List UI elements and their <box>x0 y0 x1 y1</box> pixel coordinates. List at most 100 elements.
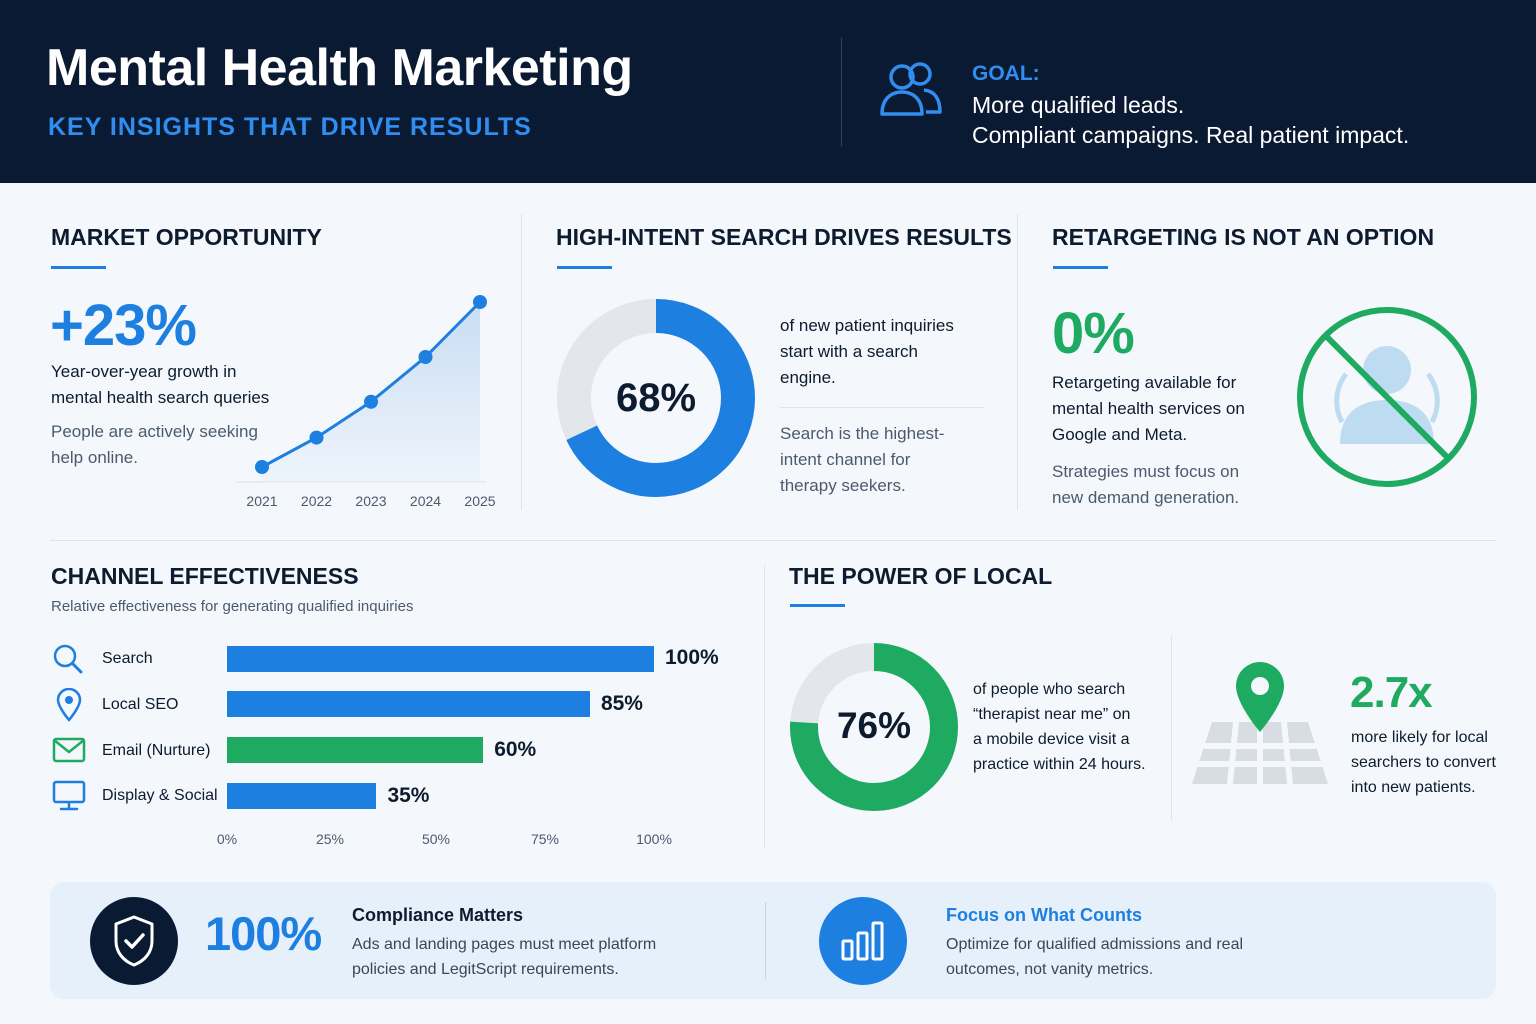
growth-point-2022 <box>309 430 324 445</box>
channel-title: CHANNEL EFFECTIVENESS <box>51 563 359 589</box>
header-divider <box>841 38 842 146</box>
growth-point-2025 <box>473 295 487 309</box>
growth-line-chart <box>236 295 487 483</box>
search-donut-value <box>557 299 755 497</box>
search-icon <box>53 644 83 674</box>
growth-tick-2023: 2023 <box>355 493 387 509</box>
search-accent <box>557 266 612 269</box>
focus-text-2: outcomes, not vanity metrics. <box>946 961 1154 978</box>
goal-label: GOAL: <box>972 62 1040 85</box>
growth-point-2023 <box>364 394 378 409</box>
local-desc-2: “therapist near me” on <box>973 706 1131 723</box>
col-divider-1 <box>521 214 522 510</box>
bar-email <box>227 737 484 763</box>
retarget-stat: 0% <box>1052 301 1135 366</box>
growth-point-2021 <box>255 460 269 474</box>
col-divider-4 <box>1171 636 1172 820</box>
market-desc-2: mental health search queries <box>51 388 270 407</box>
search-stat: 68% <box>615 376 697 420</box>
bar-chart-icon <box>819 897 907 985</box>
retarget-note-1: Strategies must focus on <box>1052 462 1240 481</box>
growth-area <box>262 302 480 482</box>
row-divider <box>50 540 1496 541</box>
growth-tick-2024: 2024 <box>409 493 442 509</box>
growth-tick-2022: 2022 <box>300 493 333 509</box>
compliance-title: Compliance Matters <box>352 905 524 925</box>
compliance-text-2: policies and LegitScript requirements. <box>352 961 619 978</box>
retarget-desc-2: mental health services on <box>1052 399 1245 418</box>
local-desc2-1: more likely for local <box>1351 729 1488 746</box>
search-text-divider <box>780 407 984 408</box>
market-note-2: help online. <box>51 448 138 467</box>
location-pin-icon <box>56 688 82 722</box>
growth-point-2024 <box>418 350 433 364</box>
axis-tick-100: 100% <box>636 831 672 847</box>
axis-tick-25: 25% <box>315 831 345 847</box>
header-banner <box>0 0 1536 183</box>
bar-local-seo <box>227 691 590 717</box>
bar-value-display-social: 35% <box>387 784 430 807</box>
retarget-desc-3: Google and Meta. <box>1052 425 1188 444</box>
bar-value-local-seo: 85% <box>600 692 643 715</box>
local-accent <box>790 604 845 607</box>
axis-tick-50: 50% <box>421 831 451 847</box>
compliance-stat: 100% <box>205 907 322 960</box>
col-divider-3 <box>764 565 765 847</box>
col-divider-2 <box>1017 214 1018 510</box>
page-subtitle: KEY INSIGHTS THAT DRIVE RESULTS <box>48 113 532 141</box>
map-pin-icon <box>1192 662 1328 785</box>
search-desc-1: of new patient inquiries <box>780 316 954 335</box>
mail-icon <box>52 737 86 763</box>
search-note-3: therapy seekers. <box>780 476 906 495</box>
channel-label-email: Email (Nurture) <box>102 742 211 759</box>
monitor-icon <box>52 780 86 811</box>
market-accent <box>51 266 106 269</box>
goal-line-1: More qualified leads. <box>972 92 1185 118</box>
bar-display-social <box>227 783 377 809</box>
local-title: THE POWER OF LOCAL <box>789 563 1053 589</box>
market-desc-1: Year-over-year growth in <box>51 362 237 381</box>
bar-search <box>227 646 654 672</box>
channel-label-local-seo: Local SEO <box>102 696 179 713</box>
market-stat: +23% <box>50 293 197 358</box>
market-note-1: People are actively seeking <box>51 422 258 441</box>
local-desc-4: practice within 24 hours. <box>973 756 1146 773</box>
local-donut <box>790 643 958 811</box>
goal-line-2: Compliant campaigns. Real patient impact… <box>972 122 1410 148</box>
growth-tick-2021: 2021 <box>246 493 278 509</box>
growth-tick-2025: 2025 <box>464 493 496 509</box>
search-desc-3: engine. <box>780 368 836 387</box>
search-desc-2: start with a search <box>780 342 918 361</box>
no-retargeting-icon <box>1297 307 1477 487</box>
local-desc2-2: searchers to convert <box>1351 754 1496 771</box>
local-desc-1: of people who search <box>973 681 1126 698</box>
local-donut-value <box>790 643 958 811</box>
search-note-1: Search is the highest- <box>780 424 945 443</box>
market-title: MARKET OPPORTUNITY <box>51 224 322 250</box>
axis-tick-0: 0% <box>216 831 238 847</box>
local-stat-2: 2.7x <box>1350 668 1433 717</box>
channel-label-display-social: Display & Social <box>102 787 218 804</box>
compliance-text-1: Ads and landing pages must meet platform <box>352 936 657 953</box>
page-title: Mental Health Marketing <box>46 39 633 97</box>
bar-value-search: 100% <box>665 646 719 669</box>
bar-value-email: 60% <box>494 738 537 761</box>
shield-check-icon <box>90 897 178 985</box>
bottom-panel <box>50 882 1496 999</box>
channel-label-search: Search <box>102 650 153 667</box>
local-desc2-3: into new patients. <box>1351 779 1476 796</box>
bottom-divider <box>765 902 766 979</box>
local-stat: 76% <box>836 705 912 746</box>
search-title: HIGH-INTENT SEARCH DRIVES RESULTS <box>556 224 1012 250</box>
focus-text-1: Optimize for qualified admissions and re… <box>946 936 1244 953</box>
focus-title: Focus on What Counts <box>946 905 1142 925</box>
users-icon <box>880 62 942 116</box>
retarget-note-2: new demand generation. <box>1052 488 1240 507</box>
channel-subtitle: Relative effectiveness for generating qu… <box>51 598 414 615</box>
search-donut <box>557 299 755 497</box>
axis-tick-75: 75% <box>530 831 560 847</box>
search-note-2: intent channel for <box>780 450 911 469</box>
retarget-desc-1: Retargeting available for <box>1052 373 1237 392</box>
local-desc-3: a mobile device visit a <box>973 731 1130 748</box>
retarget-title: RETARGETING IS NOT AN OPTION <box>1052 224 1435 250</box>
